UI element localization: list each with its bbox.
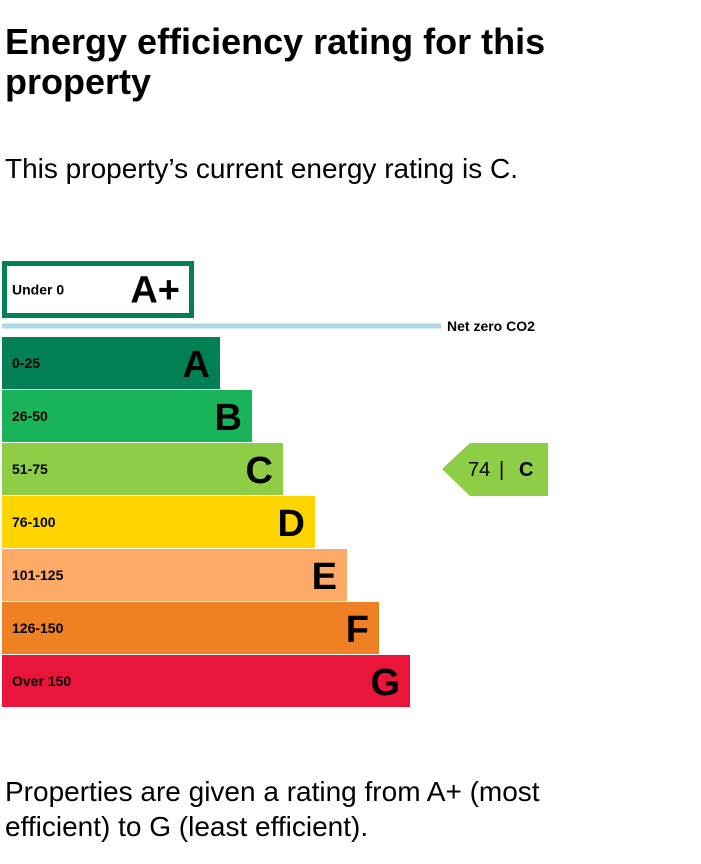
rating-scale-note: Properties are given a rating from A+ (m…	[5, 776, 540, 842]
band-d-bar	[2, 496, 315, 548]
current-rating-summary: This property’s current energy rating is…	[5, 153, 519, 184]
band-e-bar	[2, 549, 347, 601]
current-rating-letter: C	[519, 459, 533, 481]
band-a-range: 0-25	[12, 355, 40, 371]
energy-rating-chart: Under 0 A+0-25 A26-50 B51-75 C76-100 D101-125…	[2, 261, 548, 707]
band-f-range: 126-150	[12, 620, 64, 636]
band-a-letter: A	[183, 344, 210, 386]
net-zero-marker: Net zero CO2	[2, 318, 535, 334]
net-zero-label: Net zero CO2	[447, 318, 535, 334]
band-e-range: 101-125	[12, 567, 64, 583]
band-c-bar	[2, 443, 283, 495]
band-g-bar	[2, 655, 410, 707]
current-rating-separator: |	[499, 459, 504, 481]
band-g-range: Over 150	[12, 673, 71, 689]
band-b-range: 26-50	[12, 408, 48, 424]
page-title: Energy efficiency rating for this proper…	[5, 21, 546, 102]
band-a-bar	[2, 337, 220, 389]
band-g-letter: G	[370, 662, 400, 704]
band-e: 101-125 E	[2, 549, 347, 601]
band-d-letter: D	[278, 503, 305, 545]
band-g: Over 150 G	[2, 655, 410, 707]
current-rating-arrow	[442, 443, 548, 496]
band-c-letter: C	[246, 450, 273, 492]
band-b-bar	[2, 390, 252, 442]
current-rating-score: 74	[468, 459, 490, 481]
band-f-letter: F	[346, 609, 369, 651]
current-rating-marker: 74 | C	[442, 443, 548, 496]
band-a-plus: Under 0 A+	[2, 261, 194, 318]
band-f: 126-150 F	[2, 602, 379, 654]
band-c-range: 51-75	[12, 461, 48, 477]
band-c: 51-75 C	[2, 443, 283, 495]
rating-bands: Under 0 A+0-25 A26-50 B51-75 C76-100 D101-125…	[2, 261, 410, 707]
band-b: 26-50 B	[2, 390, 252, 442]
band-f-bar	[2, 602, 379, 654]
band-b-letter: B	[215, 397, 242, 439]
band-a-plus-range: Under 0	[12, 282, 64, 298]
band-e-letter: E	[312, 556, 337, 598]
band-a: 0-25 A	[2, 337, 220, 389]
band-d: 76-100 D	[2, 496, 315, 548]
band-a-plus-outline	[2, 261, 194, 318]
band-d-range: 76-100	[12, 514, 56, 530]
band-a-plus-letter: A+	[130, 270, 180, 312]
